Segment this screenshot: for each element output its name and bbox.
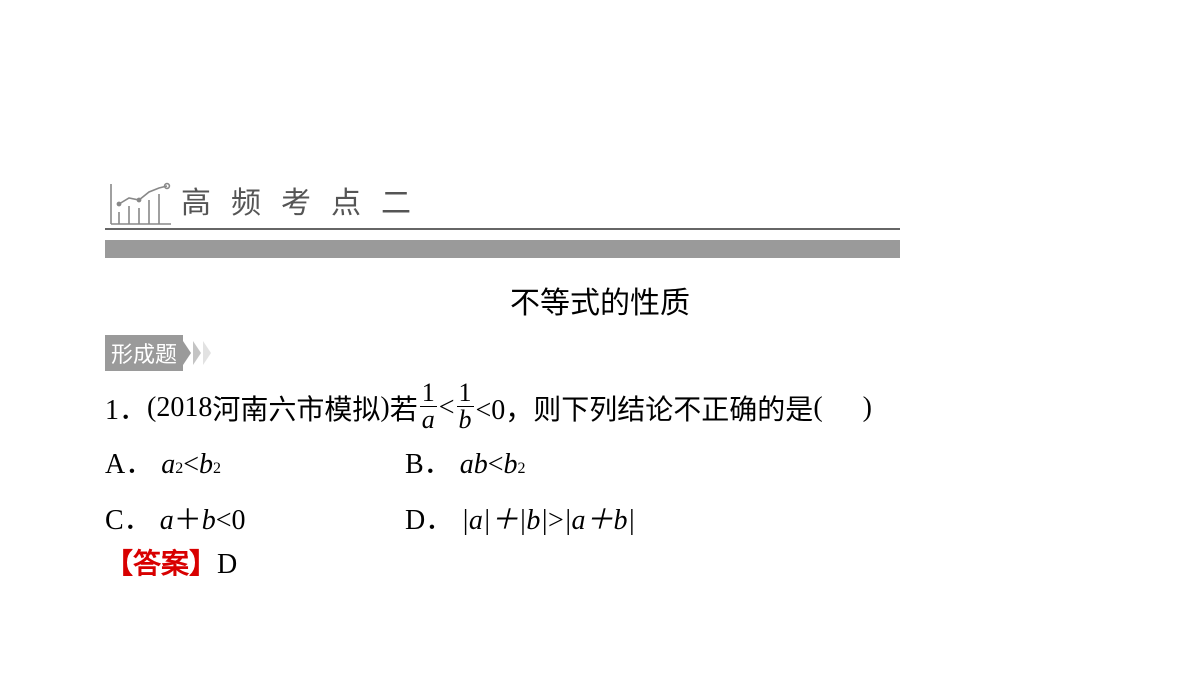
lt-2: <0，: [476, 388, 534, 428]
option-a-lhs-sup: 2: [175, 460, 183, 478]
option-d-rhs: |a＋b|: [564, 498, 635, 538]
option-a-lhs: a: [161, 449, 175, 481]
fraction-2-num: 1: [457, 380, 474, 406]
option-a: A． a2<b2: [105, 442, 405, 482]
tag-label: 形成题: [105, 335, 183, 371]
option-c-b: b: [202, 505, 216, 537]
fraction-1-num: 1: [420, 380, 437, 406]
option-b-lhs: ab: [460, 449, 488, 481]
answer-row: 【答案】D: [105, 542, 237, 582]
option-b-rhs-sup: 2: [517, 460, 525, 478]
option-d-label: D．: [405, 498, 453, 538]
option-c: C． a＋b<0: [105, 498, 405, 538]
question-stem: 1． (2018 河南六市模拟 ) 若 1 a < 1 b <0， 则下列结论不…: [105, 380, 872, 435]
options-row-2: C． a＋b<0 D． |a|＋|b|>|a＋b|: [105, 498, 635, 538]
option-a-rhs-sup: 2: [213, 460, 221, 478]
paren-open: (: [813, 392, 822, 424]
option-c-plus: ＋: [174, 498, 202, 538]
chevron-right-icon: [183, 341, 219, 365]
fraction-1-den: a: [420, 406, 437, 435]
question-number: 1．: [105, 388, 147, 428]
option-d-lhs: |a|＋|b|: [461, 498, 548, 538]
option-a-label: A．: [105, 442, 153, 482]
option-b: B． ab<b2: [405, 442, 525, 482]
section-header: 高频考点二: [105, 178, 900, 258]
question-source-body: 河南六市模拟: [212, 388, 380, 428]
option-d: D． |a|＋|b|>|a＋b|: [405, 498, 635, 538]
header-row: 高频考点二: [105, 178, 900, 230]
question-suffix: 则下列结论不正确的是: [533, 388, 813, 428]
section-subtitle: 不等式的性质: [0, 278, 1200, 322]
question-source-prefix: (2018: [147, 392, 212, 424]
fraction-2: 1 b: [457, 380, 474, 435]
lt-1: <: [439, 392, 455, 424]
option-c-op: <0: [216, 505, 246, 537]
slide-page: 高频考点二 不等式的性质 形成题 1． (2018 河南六市模拟 ) 若 1 a…: [0, 0, 1200, 680]
option-c-label: C．: [105, 498, 152, 538]
fraction-2-den: b: [457, 406, 474, 435]
bar-line-chart-icon: [105, 182, 173, 226]
option-d-op: >: [548, 505, 564, 537]
option-c-a: a: [160, 505, 174, 537]
fraction-1: 1 a: [420, 380, 437, 435]
option-a-op: <: [183, 449, 199, 481]
answer-label: 【答案】: [105, 548, 217, 579]
section-bar: [105, 240, 900, 258]
options-row-1: A． a2<b2 B． ab<b2: [105, 442, 525, 482]
answer-value: D: [217, 549, 237, 580]
option-b-label: B．: [405, 442, 452, 482]
paren-close: ): [863, 392, 872, 424]
option-a-rhs: b: [199, 449, 213, 481]
question-prefix: 若: [390, 388, 418, 428]
section-title: 高频考点二: [181, 178, 431, 226]
option-b-rhs: b: [503, 449, 517, 481]
question-source-suffix: ): [380, 392, 389, 424]
option-b-op: <: [488, 449, 504, 481]
tag-row: 形成题: [105, 335, 219, 371]
